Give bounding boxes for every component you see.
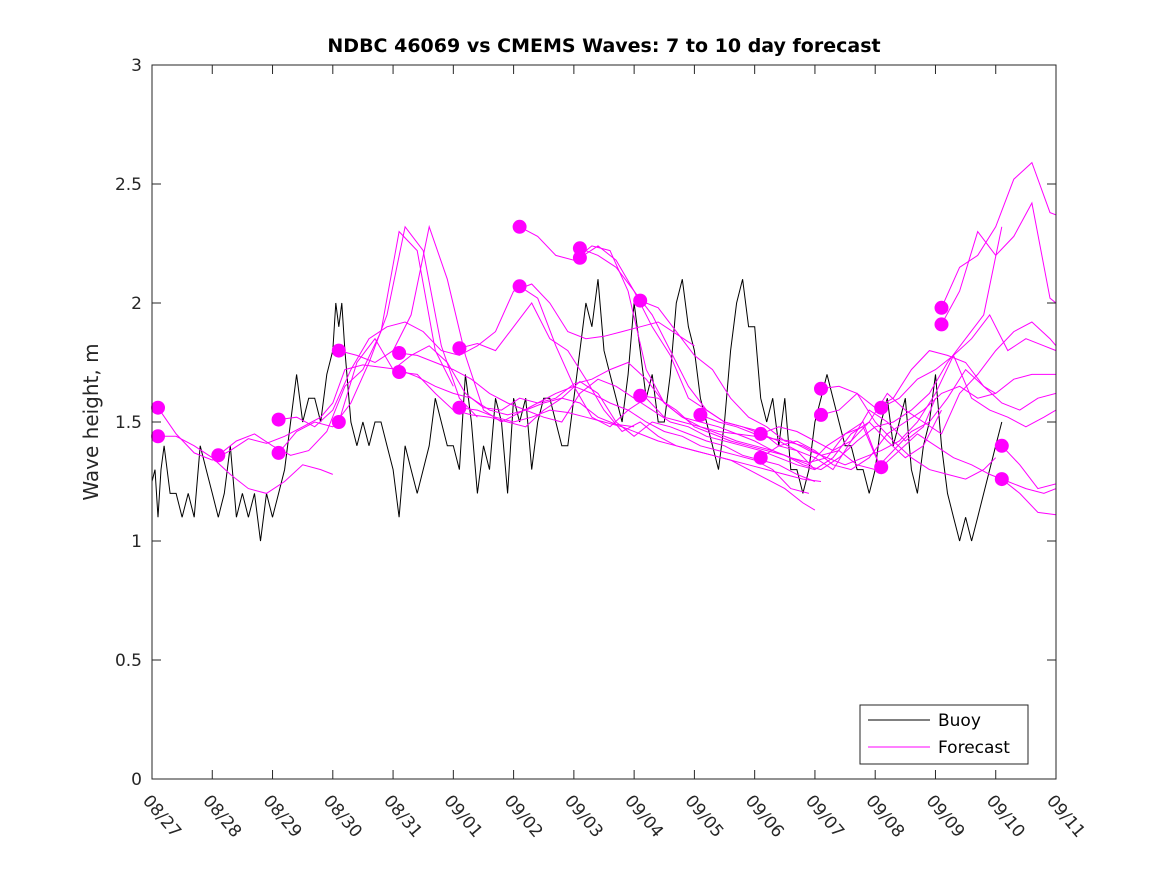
forecast-start-marker: [874, 460, 889, 475]
forecast-start-marker: [934, 317, 949, 332]
forecast-start-marker: [693, 407, 708, 422]
forecast-series-line-23: [880, 354, 1056, 428]
buoy-series-line: [152, 279, 1003, 542]
forecast-series-line-8: [399, 352, 816, 471]
forecast-start-marker: [331, 343, 346, 358]
forecast-start-marker: [151, 429, 165, 444]
forecast-series-line-9: [399, 371, 816, 482]
forecast-series-line-4: [278, 283, 695, 428]
forecast-start-marker: [271, 445, 286, 460]
forecast-series-line-2: [158, 435, 333, 494]
forecast-start-marker: [211, 448, 226, 463]
y-tick-label: 0: [131, 770, 142, 790]
forecast-series-line-20: [760, 373, 1056, 471]
y-tick-label: 2.5: [115, 175, 142, 195]
forecast-series-line-26: [941, 201, 1056, 325]
forecast-series-line-5: [278, 225, 478, 454]
forecast-series-line-22: [820, 392, 997, 480]
forecast-series-line-17: [640, 226, 1003, 471]
forecast-series-line-27: [1001, 445, 1056, 490]
forecast-series-line-25: [941, 161, 1056, 309]
forecast-start-marker: [633, 388, 648, 403]
forecast-start-marker: [271, 412, 286, 427]
forecast-series-line-13: [519, 285, 882, 470]
forecast-start-marker: [994, 438, 1009, 453]
forecast-series-line-21: [820, 350, 1056, 411]
chart-title: NDBC 46069 vs CMEMS Waves: 7 to 10 day f…: [327, 35, 880, 57]
legend: Buoy Forecast: [859, 704, 1029, 765]
forecast-start-marker: [934, 300, 949, 315]
forecast-start-marker: [753, 426, 768, 441]
y-tick-label: 0.5: [115, 651, 142, 671]
forecast-series-line-3: [217, 230, 454, 456]
forecast-series-line-24: [880, 433, 1056, 494]
forecast-start-marker: [331, 415, 346, 429]
forecast-start-marker: [753, 450, 768, 465]
y-tick-label: 2: [131, 294, 142, 314]
y-tick-label: 3: [131, 56, 142, 76]
forecast-start-marker: [452, 400, 467, 415]
forecast-start-marker: [452, 341, 467, 356]
legend-buoy-label: Buoy: [938, 711, 981, 731]
y-axis-label: Wave height, m: [79, 343, 103, 500]
y-tick-label: 1.5: [115, 413, 142, 433]
forecast-series-line-11: [459, 407, 822, 482]
forecast-start-marker: [392, 346, 407, 360]
forecast-start-marker: [633, 293, 648, 308]
forecast-start-marker: [392, 365, 407, 379]
marker-layer: [151, 219, 1009, 487]
y-axis: 0 0.5 1 1.5 2 2.5 3: [115, 56, 1056, 790]
forecast-start-marker: [512, 219, 527, 234]
forecast-start-marker: [572, 250, 587, 265]
forecast-start-marker: [994, 472, 1009, 487]
forecast-series-line-1: [157, 364, 635, 461]
forecast-start-marker: [874, 400, 889, 415]
forecast-start-marker: [814, 407, 828, 422]
legend-box: [859, 704, 1029, 765]
forecast-start-marker: [512, 279, 527, 294]
forecast-start-marker: [814, 381, 828, 396]
forecast-series-line-28: [1001, 478, 1056, 516]
y-tick-label: 1: [131, 532, 142, 552]
legend-forecast-label: Forecast: [938, 738, 1010, 758]
forecast-start-marker: [151, 400, 165, 415]
forecast-series-line-10: [459, 302, 816, 511]
